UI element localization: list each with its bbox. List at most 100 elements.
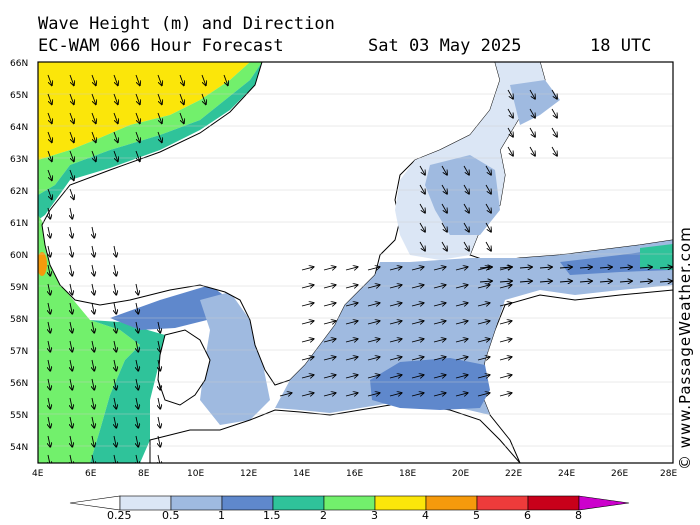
wave-arrow: [92, 226, 94, 238]
wave-arrow: [70, 264, 72, 276]
wave-arrow: [70, 378, 72, 390]
wave-arrow: [411, 357, 424, 360]
wave-arrow: [659, 281, 672, 282]
wave-arrow: [70, 416, 72, 428]
wave-arrow: [559, 267, 572, 268]
wave-arrow: [48, 283, 50, 295]
wave-arrow: [433, 285, 446, 288]
wave-arrow: [92, 359, 94, 371]
colorbar-swatch: [119, 495, 172, 511]
wave-arrow: [463, 241, 469, 251]
wave-arrow: [619, 267, 632, 268]
wave-arrow: [114, 283, 116, 295]
wave-arrow: [551, 127, 557, 137]
wave-arrow: [477, 375, 490, 378]
wave-arrow: [47, 93, 52, 104]
wave-arrow: [113, 150, 118, 161]
colorbar-label: 0.5: [162, 509, 180, 522]
wave-arrow: [70, 340, 72, 352]
wave-arrow: [499, 357, 512, 360]
wave-arrow: [114, 454, 116, 463]
wave-arrow: [529, 108, 535, 118]
wave-arrow: [519, 281, 532, 282]
colorbar-swatch: [69, 495, 121, 511]
wave-arrow: [136, 416, 138, 428]
lat-tick: 57N: [10, 347, 28, 357]
wave-arrow: [345, 375, 358, 378]
wave-arrow: [419, 203, 425, 213]
wave-arrow: [48, 207, 50, 219]
wave-arrow: [48, 416, 50, 428]
wave-arrow: [301, 303, 314, 306]
wave-arrow: [485, 241, 491, 251]
wave-arrow: [477, 321, 490, 324]
colorbar-label: 6: [524, 509, 531, 522]
wave-arrow: [433, 375, 446, 378]
wave-arrow: [157, 93, 162, 104]
wave-arrow: [441, 203, 447, 213]
wave-arrow: [389, 321, 402, 324]
colorbar-swatch: [527, 495, 580, 511]
wave-arrow: [157, 74, 162, 85]
wave-arrow: [433, 267, 446, 270]
wave-arrow: [529, 89, 535, 99]
lat-tick: 55N: [10, 411, 28, 421]
wave-arrow: [529, 146, 535, 156]
wave-arrow: [345, 285, 358, 288]
colorbar-label: 3: [371, 509, 378, 522]
wave-arrow: [477, 357, 490, 360]
wave-arrow: [323, 357, 336, 360]
wave-arrow: [485, 184, 491, 194]
map-title: Wave Height (m) and Direction: [38, 14, 335, 34]
wave-arrow: [411, 339, 424, 342]
wave-arrow: [411, 285, 424, 288]
wave-arrow: [114, 264, 116, 276]
wave-arrow: [136, 302, 138, 314]
wave-arrow: [499, 321, 512, 324]
wave-arrow: [639, 281, 652, 282]
wave-arrow: [114, 340, 116, 352]
wave-arrow: [659, 267, 672, 268]
wave-arrow: [479, 267, 492, 268]
wave-arrow: [158, 435, 160, 447]
wave-arrow: [345, 267, 358, 270]
wave-arrow: [477, 285, 490, 288]
wave-arrow: [529, 127, 535, 137]
wave-arrow: [114, 378, 116, 390]
wave-arrow: [367, 285, 380, 288]
wave-zone-2-3m-north: [38, 62, 262, 195]
wave-arrow: [223, 74, 228, 85]
wave-arrow: [158, 340, 160, 352]
wave-arrow: [539, 281, 552, 282]
wave-arrow: [201, 93, 206, 104]
colorbar-swatch: [272, 495, 325, 511]
colorbar-label: 2: [320, 509, 327, 522]
lat-tick: 59N: [10, 283, 28, 293]
wave-arrow: [499, 339, 512, 342]
wave-zone-1.5-2m-north: [38, 62, 272, 220]
wave-arrow: [389, 303, 402, 306]
colorbar-label: 1: [218, 509, 225, 522]
lat-tick: 58N: [10, 315, 28, 325]
wave-arrow: [91, 150, 96, 161]
wave-arrow: [69, 74, 74, 85]
wave-arrow: [158, 454, 160, 463]
forecast-date: Sat 03 May 2025: [368, 36, 522, 56]
wave-arrow: [158, 397, 160, 409]
wave-arrow: [323, 375, 336, 378]
wave-arrow: [113, 74, 118, 85]
wave-arrow: [91, 112, 96, 123]
lat-tick: 66N: [10, 59, 28, 69]
wave-arrow: [301, 357, 314, 360]
wave-arrow: [455, 357, 468, 360]
wave-arrow: [70, 321, 72, 333]
wave-arrow: [92, 302, 94, 314]
wave-arrow: [367, 339, 380, 342]
wave-arrow: [519, 267, 532, 268]
wave-arrow: [411, 393, 424, 396]
wave-arrow: [91, 131, 96, 142]
lat-tick: 64N: [10, 123, 28, 133]
wave-arrow: [411, 303, 424, 306]
wave-arrow: [92, 245, 94, 257]
